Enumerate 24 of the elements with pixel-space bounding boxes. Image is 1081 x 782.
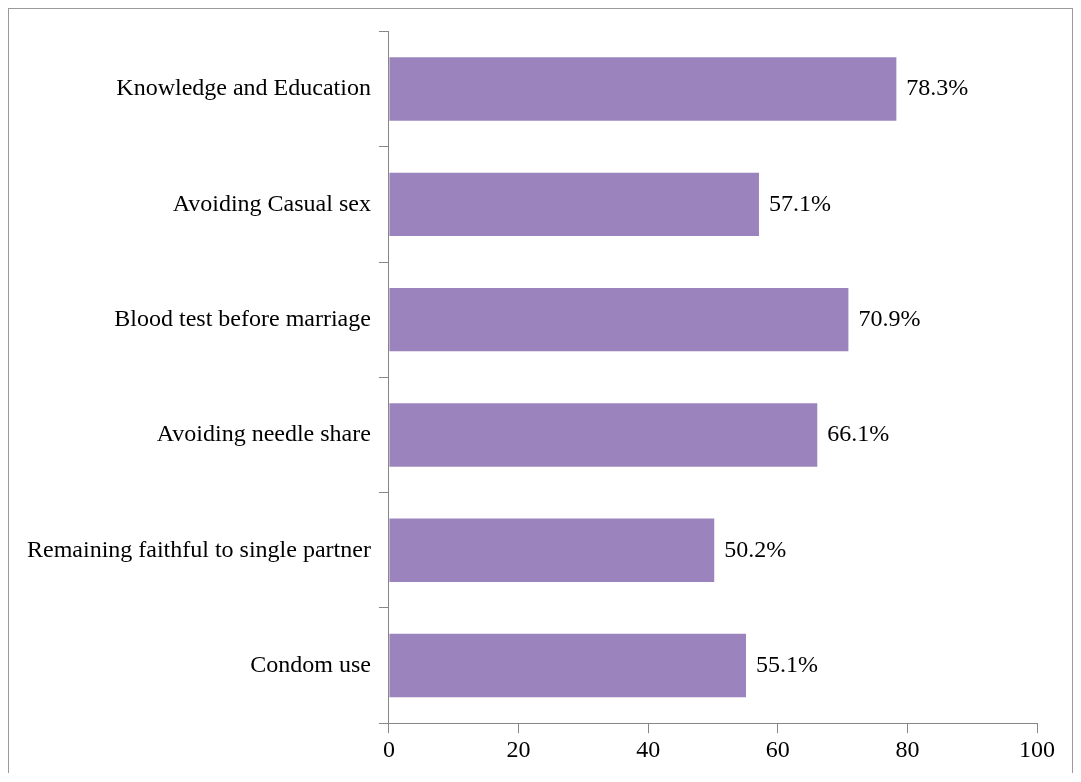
bar — [389, 633, 747, 698]
data-label: 50.2% — [724, 535, 787, 562]
bar — [389, 403, 818, 467]
y-tick-label: Remaining faithful to single partner — [26, 535, 371, 562]
y-tick-label: Blood test before marriage — [114, 304, 371, 331]
data-label: 78.3% — [906, 74, 969, 101]
y-tick-label: Condom use — [250, 650, 371, 677]
y-tick-label: Avoiding Casual sex — [172, 189, 371, 216]
bar — [389, 518, 715, 582]
data-label: 55.1% — [756, 650, 819, 677]
y-tick-label: Knowledge and Education — [116, 74, 371, 101]
x-tick-label: 20 — [506, 735, 531, 762]
x-tick-label: 0 — [382, 735, 395, 762]
y-tick-label: Avoiding needle share — [156, 420, 371, 447]
x-tick-label: 60 — [765, 735, 790, 762]
bar — [389, 172, 759, 237]
data-label: 70.9% — [858, 304, 921, 331]
x-tick-label: 80 — [895, 735, 920, 762]
data-label: 57.1% — [768, 189, 831, 216]
x-tick-label: 40 — [636, 735, 661, 762]
bar — [389, 287, 849, 352]
bar — [389, 57, 897, 121]
data-label: 66.1% — [827, 420, 890, 447]
x-tick-label: 100 — [1019, 735, 1055, 762]
